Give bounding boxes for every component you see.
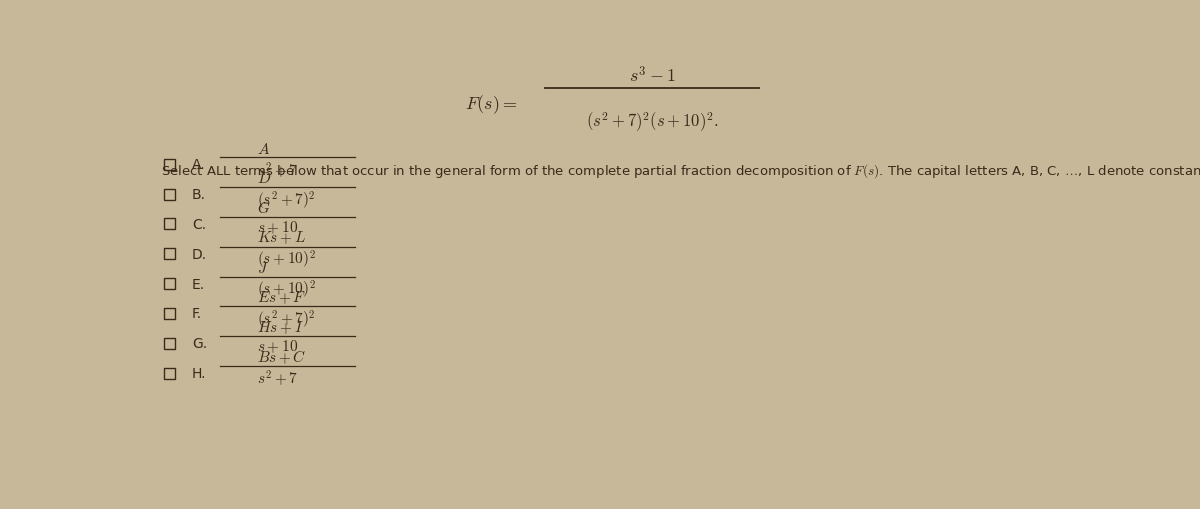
Text: $s+10$: $s+10$ — [257, 338, 298, 355]
Text: H.: H. — [192, 366, 206, 380]
Text: D.: D. — [192, 247, 206, 261]
Text: $Es+F$: $Es+F$ — [257, 289, 306, 305]
Text: $(s^2+7)^2$: $(s^2+7)^2$ — [257, 308, 316, 330]
Text: F.: F. — [192, 307, 202, 321]
Text: $Bs+C$: $Bs+C$ — [257, 347, 306, 365]
Text: $D$: $D$ — [257, 171, 271, 186]
Text: $s^2+7$: $s^2+7$ — [257, 159, 298, 179]
Text: A.: A. — [192, 158, 205, 172]
Text: Select ALL terms below that occur in the general form of the complete partial fr: Select ALL terms below that occur in the… — [161, 162, 1200, 180]
Text: $F(s) =$: $F(s) =$ — [466, 93, 517, 116]
Text: C.: C. — [192, 217, 206, 232]
Text: $s+10$: $s+10$ — [257, 219, 298, 236]
Text: G.: G. — [192, 336, 206, 351]
Text: $Hs+I$: $Hs+I$ — [257, 319, 304, 335]
Text: $(s+10)^2$: $(s+10)^2$ — [257, 278, 316, 301]
Text: $J$: $J$ — [257, 261, 269, 275]
Text: $(s+10)^2$: $(s+10)^2$ — [257, 249, 316, 271]
Text: $G$: $G$ — [257, 200, 270, 216]
Text: $s^2+7$: $s^2+7$ — [257, 368, 298, 388]
Text: $A$: $A$ — [257, 142, 270, 156]
Text: $(s^2+7)^2(s+10)^2$$.$: $(s^2+7)^2(s+10)^2$$.$ — [586, 110, 719, 133]
Text: E.: E. — [192, 277, 205, 291]
Text: B.: B. — [192, 188, 206, 202]
Text: $Ks+L$: $Ks+L$ — [257, 229, 306, 246]
Text: $(s^2+7)^2$: $(s^2+7)^2$ — [257, 189, 316, 211]
Text: $s^3 - 1$: $s^3 - 1$ — [629, 66, 676, 87]
